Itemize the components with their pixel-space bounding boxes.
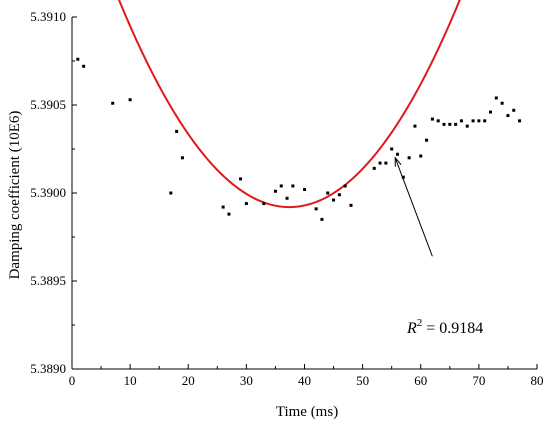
x-tick-label: 80 <box>531 373 544 388</box>
x-tick-label: 60 <box>414 373 427 388</box>
data-point <box>82 64 86 68</box>
r-squared-value: = 0.9184 <box>422 320 483 337</box>
data-point <box>465 124 469 128</box>
data-point <box>285 196 289 200</box>
y-axis-title: Damping coefficient (10E6) <box>7 111 23 280</box>
arrow-layer <box>394 156 433 257</box>
data-point <box>169 191 173 195</box>
data-point <box>512 108 516 112</box>
y-tick-label: 5.3910 <box>30 9 66 24</box>
data-point <box>506 114 510 118</box>
data-point <box>407 156 411 160</box>
data-point <box>314 207 318 211</box>
y-tick-label: 5.3895 <box>30 273 66 288</box>
data-point <box>349 203 353 207</box>
data-point <box>459 119 463 123</box>
data-point <box>442 122 446 126</box>
r-squared-symbol: R <box>406 320 417 337</box>
y-tick-label: 5.3890 <box>30 361 66 376</box>
axes-layer <box>71 17 537 370</box>
y-tick-label: 5.3900 <box>30 185 66 200</box>
data-point <box>430 117 434 121</box>
r-squared-annotation: R2 = 0.9184 <box>406 317 483 337</box>
data-point <box>326 191 330 195</box>
data-point <box>372 166 376 170</box>
y-tick-label: 5.3905 <box>30 97 66 112</box>
data-point <box>279 184 283 188</box>
data-point <box>244 202 248 206</box>
data-point <box>303 187 306 191</box>
data-point <box>291 184 295 188</box>
data-point <box>471 119 475 123</box>
data-point <box>111 101 115 105</box>
data-point <box>448 122 452 126</box>
data-point <box>500 101 504 105</box>
data-point <box>273 189 277 193</box>
annotation-arrow-head <box>394 156 402 167</box>
data-point <box>320 217 324 221</box>
data-point <box>262 202 266 206</box>
data-point <box>489 110 492 114</box>
data-point <box>396 152 399 156</box>
fit-curve <box>117 0 461 209</box>
data-point <box>239 177 243 181</box>
x-axis-title: Time (ms) <box>276 404 338 420</box>
annotation-arrow-line <box>394 157 433 257</box>
data-point <box>390 147 394 151</box>
fit-layer <box>117 0 461 209</box>
data-point <box>175 129 179 133</box>
x-tick-label: 20 <box>182 373 195 388</box>
data-point <box>337 193 341 197</box>
data-point <box>128 98 132 102</box>
data-point <box>413 124 417 128</box>
x-tick-label: 70 <box>472 373 485 388</box>
data-point <box>76 57 80 61</box>
x-tick-label: 30 <box>240 373 253 388</box>
data-point <box>494 96 498 100</box>
data-point <box>180 156 184 160</box>
data-point <box>518 119 522 123</box>
x-tick-label: 40 <box>298 373 311 388</box>
data-point <box>425 138 429 142</box>
data-point <box>483 119 487 123</box>
data-point <box>227 212 231 216</box>
data-point <box>332 198 336 202</box>
x-tick-label: 10 <box>124 373 137 388</box>
data-point <box>419 154 423 158</box>
ticks-layer: 0 10 20 30 40 50 60 70 80 5.3890 5.3895 5.3900 5.390… <box>30 9 543 388</box>
data-point <box>436 119 440 123</box>
data-point <box>401 175 405 179</box>
x-tick-label: 0 <box>69 373 76 388</box>
x-tick-label: 50 <box>356 373 369 388</box>
data-point <box>454 122 458 126</box>
data-point <box>384 161 388 165</box>
data-point <box>343 184 347 188</box>
data-point <box>477 119 481 123</box>
data-point <box>221 205 225 209</box>
points-layer <box>76 57 522 221</box>
r-squared-superscript: 2 <box>417 317 423 329</box>
data-point <box>378 161 382 165</box>
